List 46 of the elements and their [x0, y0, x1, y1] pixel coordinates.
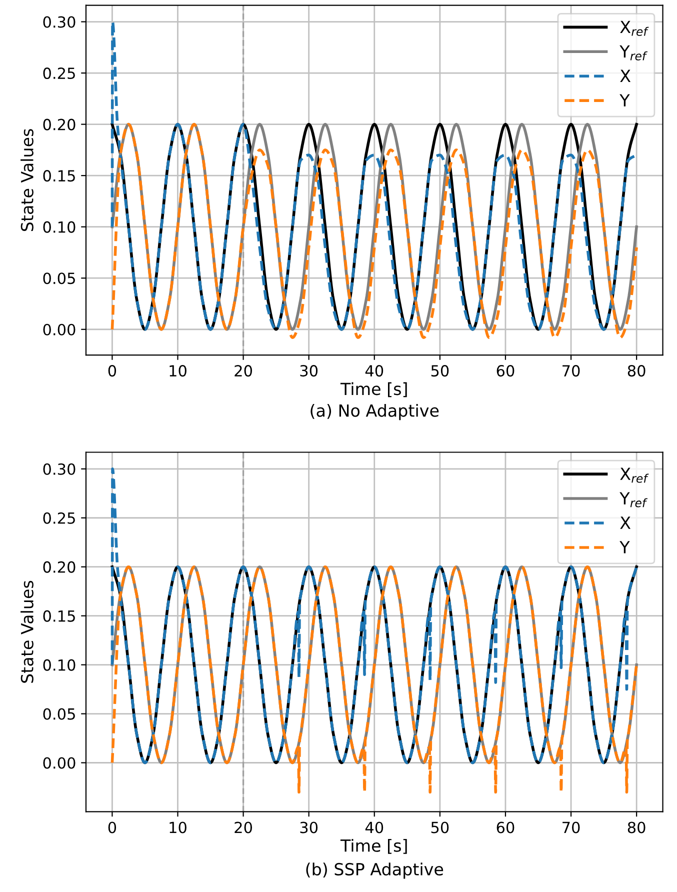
y-axis-title: State Values	[20, 129, 34, 232]
text: (a) No Adaptive	[310, 404, 439, 420]
y-tick-label: 0.10	[43, 659, 76, 671]
y-tick-label: 0.25	[43, 67, 75, 80]
y-tick-label: 0.25	[43, 512, 75, 524]
x-tick-label: 20	[234, 365, 252, 377]
y-tick-label: 0.10	[43, 221, 76, 233]
x-tick-label: 40	[365, 365, 384, 377]
y-tick-label: 0.15	[43, 170, 75, 182]
x-axis-title: Time [s]	[340, 839, 407, 854]
x-tick-label: 80	[628, 822, 646, 834]
legend-label: Y$_{ref}$	[620, 492, 648, 508]
x-tick-label: 70	[562, 365, 580, 377]
x-tick-label: 70	[562, 822, 580, 834]
y-tick-label: 0.05	[43, 272, 75, 284]
legend-label: X	[620, 70, 631, 82]
x-tick-label: 80	[628, 365, 646, 377]
x-tick-label: 10	[170, 365, 186, 377]
legend-label: X$_{ref}$	[620, 468, 649, 483]
x-tick-label: 50	[431, 822, 449, 834]
x-tick-label: 20	[234, 822, 252, 834]
x-tick-label: 40	[365, 822, 384, 834]
y-tick-label: 0.00	[43, 324, 76, 336]
y-axis-title: State Values	[20, 580, 34, 683]
y-tick-label: 0.15	[43, 610, 75, 622]
y-tick-label: 0.20	[43, 118, 76, 130]
x-tick-label: 10	[170, 822, 186, 834]
y-tick-label: 0.30	[43, 463, 76, 475]
y-tick-label: 0.05	[43, 708, 75, 720]
x-tick-label: 30	[300, 822, 318, 834]
y-tick-label: 0.20	[43, 561, 76, 573]
legend-label: Y	[620, 541, 630, 554]
legend-label: X$_{ref}$	[620, 20, 649, 36]
x-tick-label: 0	[108, 822, 116, 834]
x-tick-label: 60	[496, 365, 514, 377]
legend-label: Y	[620, 94, 630, 106]
x-axis-title: Time [s]	[340, 382, 407, 398]
y-tick-label: 0.00	[43, 757, 76, 769]
legend-label: X	[620, 516, 631, 529]
legend-label: Y$_{ref}$	[620, 45, 648, 60]
x-tick-label: 30	[300, 365, 318, 377]
x-tick-label: 0	[108, 365, 116, 377]
x-tick-label: 60	[496, 822, 514, 834]
x-tick-label: 50	[431, 365, 449, 377]
y-tick-label: 0.30	[43, 16, 76, 28]
text: (b) SSP Adaptive	[306, 862, 444, 879]
